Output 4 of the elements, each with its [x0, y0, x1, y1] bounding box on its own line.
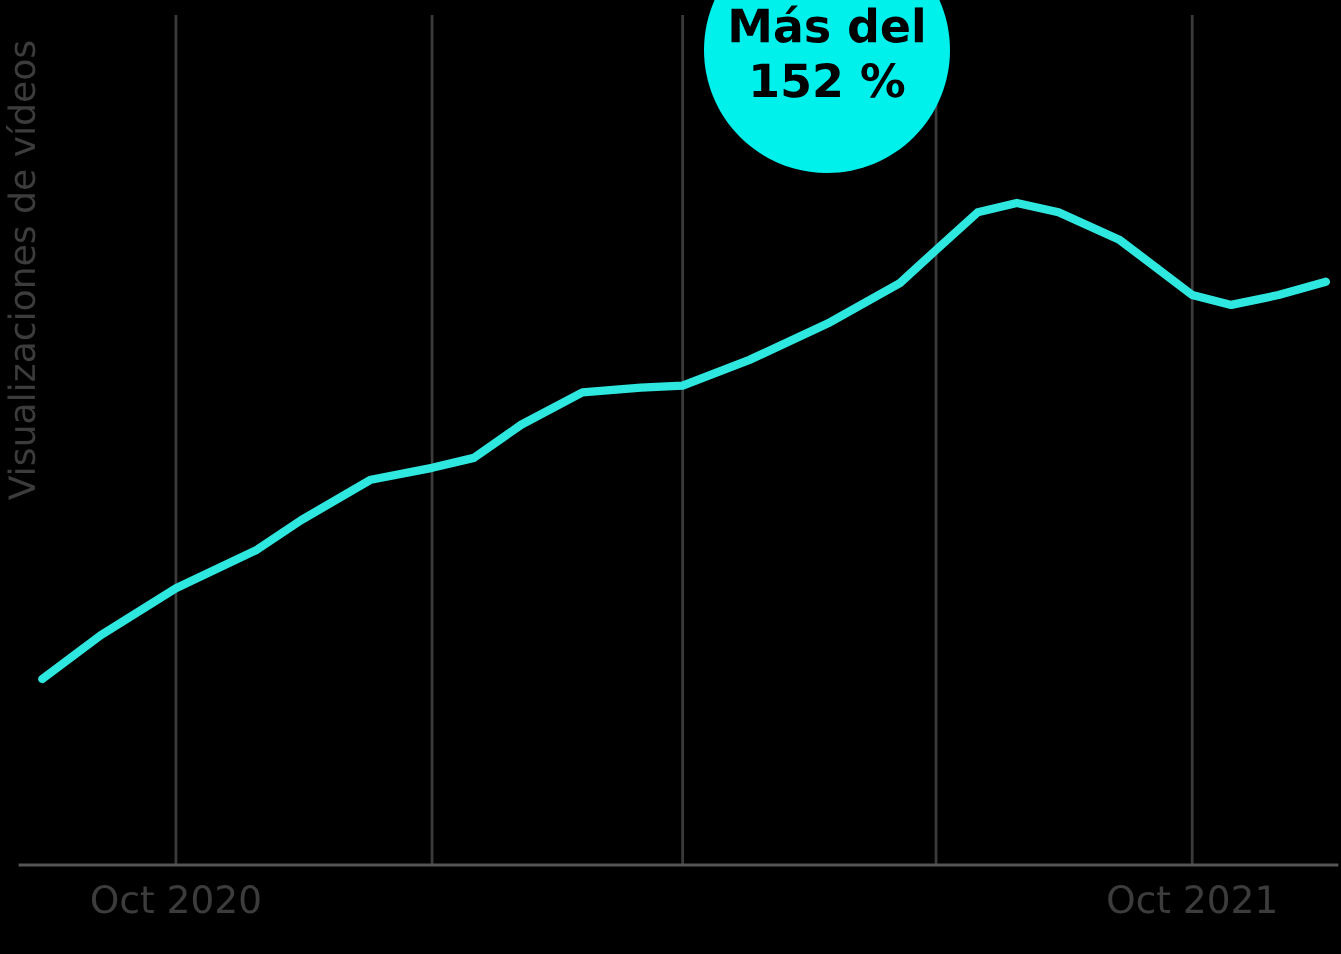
x-tick-label: Oct 2021 [1108, 885, 1275, 914]
x-tick-label: Oct 2020 [91, 885, 260, 914]
y-axis-title: Visualizaciones de vídeos [6, 41, 36, 500]
text: Más del 152 % [731, 5, 923, 98]
